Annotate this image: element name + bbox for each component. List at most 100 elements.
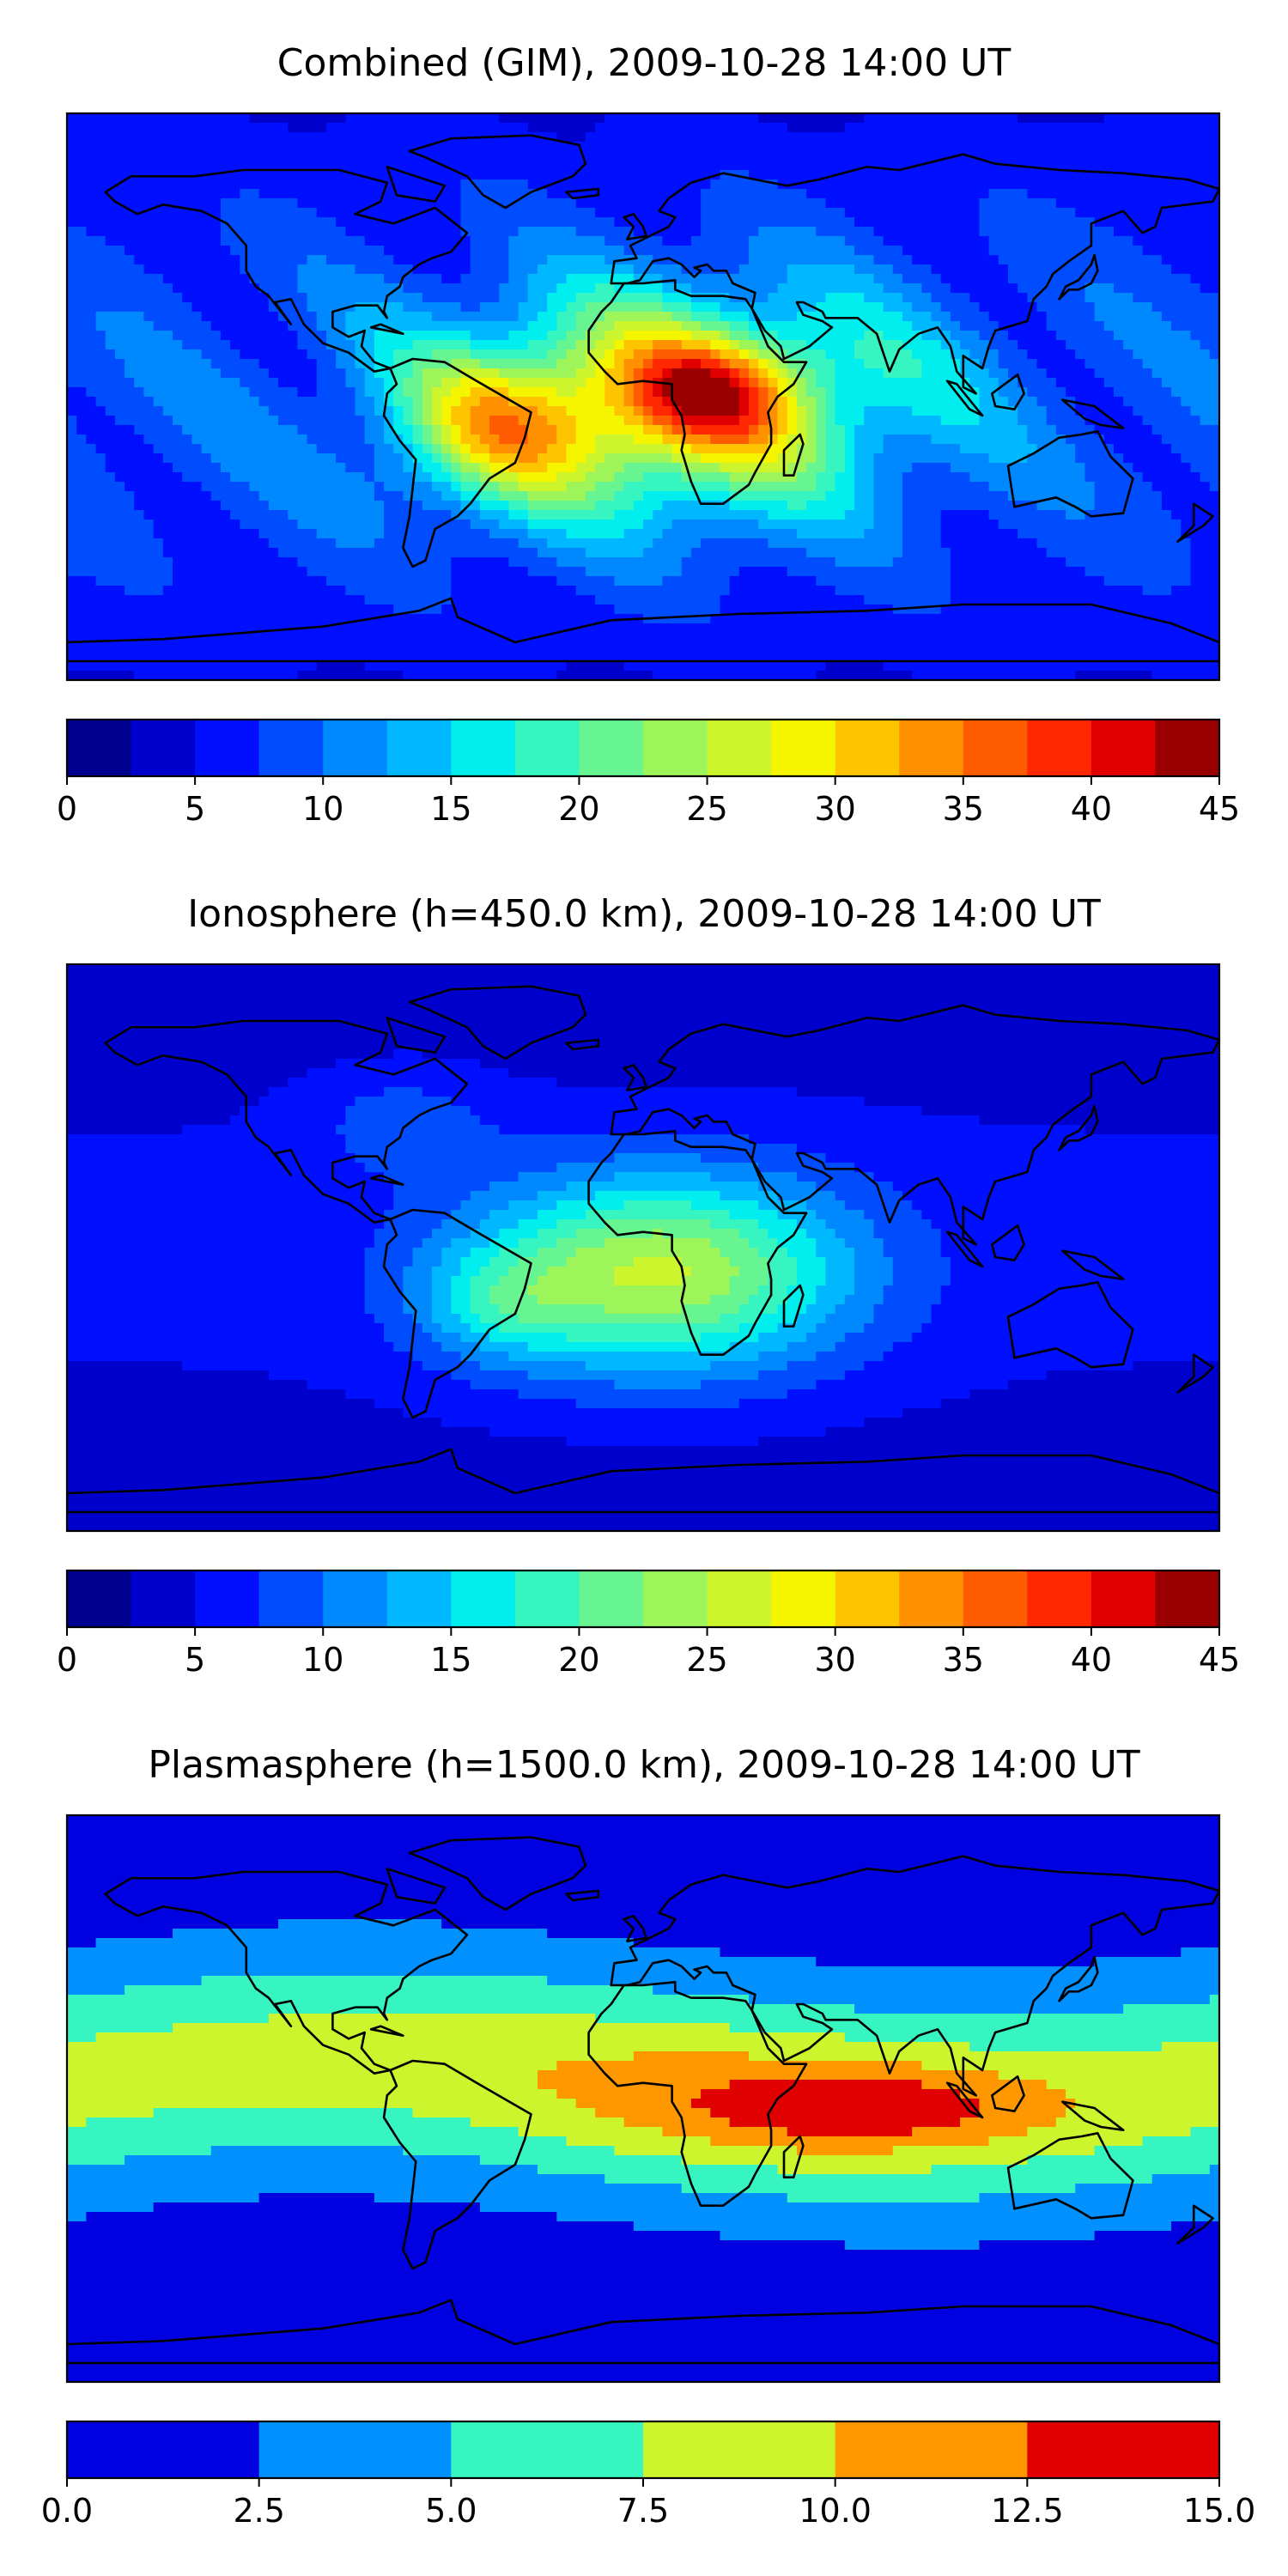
heatmap-cell (710, 179, 721, 190)
heatmap-cell (892, 302, 903, 313)
heatmap-cell (230, 406, 240, 416)
heatmap-cell (1055, 283, 1066, 294)
heatmap-cell (412, 198, 423, 209)
heatmap-cell (1142, 189, 1153, 199)
heatmap-cell (566, 434, 577, 445)
heatmap-cell (758, 472, 769, 483)
heatmap-cell (1055, 123, 1066, 133)
heatmap-cell (988, 416, 999, 426)
heatmap-cell (979, 283, 990, 294)
heatmap-cell (873, 255, 884, 265)
heatmap-cell (76, 255, 87, 265)
heatmap-cell (768, 246, 779, 256)
heatmap-cell (1142, 416, 1153, 426)
heatmap-cell (441, 123, 452, 133)
heatmap-cell (201, 246, 212, 256)
heatmap-cell (364, 264, 375, 275)
heatmap-cell (892, 132, 903, 143)
heatmap-cell (595, 349, 605, 360)
heatmap-cell (825, 179, 836, 190)
heatmap-cell (162, 264, 173, 275)
heatmap-cell (979, 236, 990, 246)
heatmap-cell (364, 472, 375, 483)
heatmap-cell (912, 236, 922, 246)
heatmap-cell (182, 359, 192, 369)
heatmap-cell (979, 453, 990, 464)
heatmap-cell (1123, 236, 1133, 246)
heatmap-cell (470, 406, 481, 416)
heatmap-cell (575, 302, 586, 313)
heatmap-cell (825, 472, 836, 483)
heatmap-cell (605, 283, 616, 294)
heatmap-cell (556, 255, 568, 265)
heatmap-cell (1190, 491, 1201, 501)
heatmap-cell (316, 283, 327, 294)
heatmap-cell (479, 406, 490, 416)
heatmap-cell (162, 321, 173, 331)
heatmap-cell (95, 397, 106, 407)
heatmap-cell (950, 236, 961, 246)
heatmap-cell (258, 397, 270, 407)
heatmap-cell (653, 444, 663, 454)
heatmap-cell (125, 340, 135, 350)
heatmap-cell (1084, 198, 1096, 209)
heatmap-cell (1007, 179, 1018, 190)
heatmap-cell (201, 397, 212, 407)
heatmap-cell (681, 387, 692, 398)
heatmap-cell (422, 236, 433, 246)
heatmap-cell (268, 331, 279, 341)
heatmap-cell (441, 142, 452, 152)
heatmap-cell (864, 302, 874, 313)
heatmap-cell (768, 198, 779, 209)
heatmap-cell (288, 170, 298, 180)
heatmap-cell (278, 349, 289, 360)
heatmap-cell (1142, 142, 1153, 152)
heatmap-cell (710, 472, 721, 483)
heatmap-cell (143, 444, 155, 454)
heatmap-cell (960, 255, 970, 265)
heatmap-cell (864, 264, 874, 275)
heatmap-cell (950, 312, 961, 322)
heatmap-cell (825, 217, 836, 228)
heatmap-cell (431, 246, 442, 256)
heatmap-cell (1027, 246, 1038, 256)
heatmap-cell (1103, 406, 1115, 416)
heatmap-cell (1036, 463, 1048, 473)
heatmap-cell (892, 113, 903, 124)
heatmap-cell (86, 378, 97, 388)
heatmap-cell (297, 302, 308, 313)
heatmap-cell (768, 416, 779, 426)
heatmap-cell (749, 368, 759, 379)
heatmap-cell (403, 123, 414, 133)
heatmap-cell (614, 359, 625, 369)
heatmap-cell (844, 179, 855, 190)
heatmap-cell (162, 170, 173, 180)
heatmap-cell (940, 170, 951, 180)
heatmap-cell (931, 359, 942, 369)
heatmap-cell (623, 491, 635, 501)
heatmap-cell (125, 132, 135, 143)
heatmap-cell (249, 198, 260, 209)
heatmap-cell (1084, 340, 1096, 350)
heatmap-cell (988, 132, 999, 143)
heatmap-cell (316, 416, 327, 426)
heatmap-cell (143, 161, 155, 171)
heatmap-cell (960, 340, 970, 350)
heatmap-cell (681, 274, 692, 284)
heatmap-cell (902, 425, 913, 435)
heatmap-cell (134, 264, 145, 275)
heatmap-cell (125, 179, 135, 190)
heatmap-cell (220, 359, 231, 369)
heatmap-cell (1171, 189, 1182, 199)
heatmap-cell (1027, 482, 1038, 492)
heatmap-cell (422, 283, 433, 294)
heatmap-cell (883, 397, 894, 407)
heatmap-cell (566, 246, 577, 256)
heatmap-cell (1151, 463, 1163, 473)
heatmap-cell (912, 472, 922, 483)
heatmap-cell (931, 274, 942, 284)
heatmap-cell (1161, 208, 1172, 218)
heatmap-cell (508, 217, 519, 228)
heatmap-cell (1200, 482, 1211, 492)
heatmap-cell (892, 321, 903, 331)
